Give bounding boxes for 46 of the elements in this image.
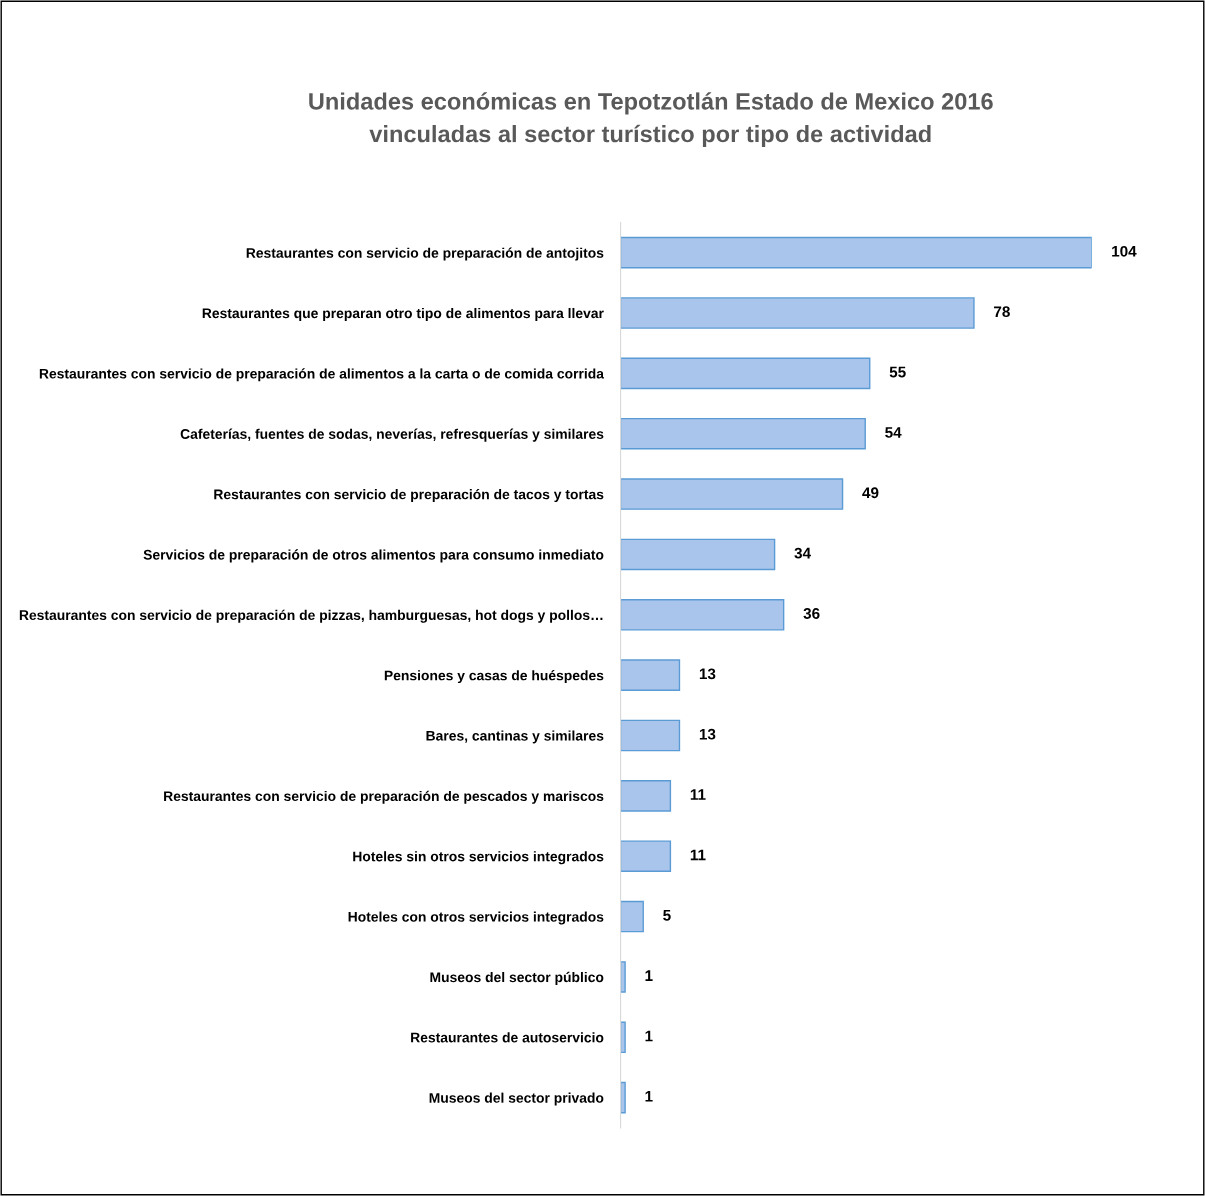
bar: [620, 659, 681, 691]
chart-title: Unidades económicas en Tepotzotlán Estado de Mexico 2016 vinculadas al sector turístico por tipo de actividad: [309, 92, 993, 148]
data-label: 5: [663, 910, 671, 921]
y-tick-label: Restaurantes que preparan otro tipo de alimentos para llevar: [202, 307, 604, 321]
bar: [620, 236, 1092, 269]
y-tick-label: Cafeterías, fuentes de sodas, neverías, refresquerías y similares: [180, 428, 604, 442]
data-label: 104: [1112, 245, 1137, 257]
bar: [620, 478, 844, 510]
data-label: 49: [862, 487, 879, 499]
bar: [620, 780, 672, 812]
bar: [620, 961, 626, 993]
bar: [620, 1081, 626, 1114]
bar: [620, 417, 866, 450]
bar: [620, 598, 785, 631]
data-label: 78: [994, 306, 1010, 318]
data-label: 36: [803, 608, 820, 619]
y-tick-label: Restaurantes con servicio de preparación de alimentos a la carta o de comida corrida: [39, 368, 605, 382]
bar: [620, 840, 672, 873]
y-tick-label: Restaurantes con servicio de preparación de pescados y mariscos: [164, 790, 604, 804]
y-tick-label: Museos del sector público: [430, 971, 604, 985]
bar: [620, 297, 975, 329]
y-tick-label: Pensiones y casas de huéspedes: [384, 670, 604, 684]
data-label: 11: [690, 789, 706, 800]
y-tick-label: Restaurantes con servicio de preparación de pizzas, hamburguesas, hot dogs y pollos…: [19, 609, 603, 623]
y-tick-label: Hoteles sin otros servicios integrados: [353, 851, 604, 865]
data-label: 1: [645, 1091, 653, 1102]
data-label: 13: [699, 668, 716, 680]
data-label: 1: [645, 970, 653, 981]
data-label: 13: [699, 728, 716, 740]
bar: [620, 538, 776, 571]
y-tick-label: Bares, cantinas y similares: [426, 730, 604, 744]
y-tick-label: Restaurantes con servicio de preparación de tacos y tortas: [214, 488, 604, 503]
y-tick-label: Restaurantes de autoservicio: [411, 1032, 604, 1043]
data-label: 1: [645, 1030, 653, 1042]
y-tick-label: Museos del sector privado: [429, 1092, 604, 1106]
data-label: 34: [794, 547, 811, 559]
data-label: 55: [889, 366, 906, 378]
y-tick-label: Servicios de preparación de otros alimentos para consumo inmediato: [143, 549, 604, 563]
y-tick-label: Hoteles con otros servicios integrados: [348, 911, 604, 925]
bar: [620, 719, 681, 752]
y-tick-label: Restaurantes con servicio de preparación de antojitos: [246, 247, 604, 261]
data-label: 11: [690, 849, 706, 861]
bar: [620, 900, 644, 933]
bar: [620, 357, 871, 390]
data-label: 54: [885, 427, 902, 438]
bar: [620, 1021, 626, 1054]
